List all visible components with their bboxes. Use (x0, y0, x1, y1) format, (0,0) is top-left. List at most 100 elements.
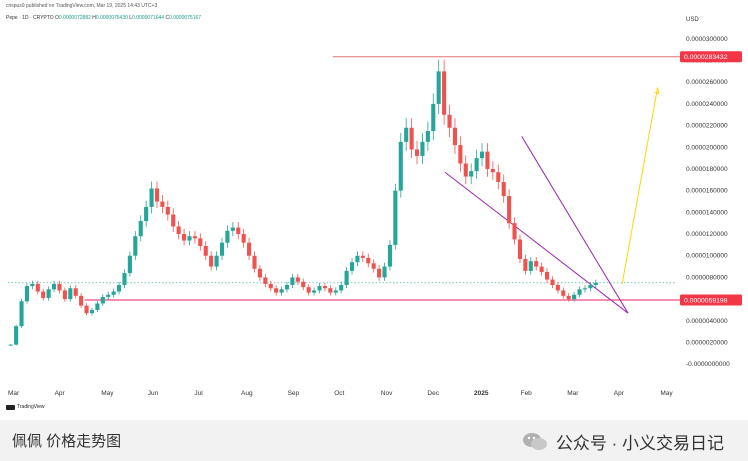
candle-body (371, 263, 376, 269)
candle-body (257, 268, 262, 278)
candle-body (209, 255, 214, 267)
candle-body (577, 289, 582, 295)
candle-body (512, 223, 517, 240)
x-tick-label: Apr (614, 390, 625, 397)
candle-body (138, 221, 143, 237)
candle-body (73, 288, 78, 296)
y-tick-label: 0.0000140000 (686, 209, 728, 216)
tradingview-logo[interactable]: TradingView (6, 404, 45, 410)
candle-body (322, 286, 327, 289)
candle-body (387, 244, 392, 267)
tradingview-label: TradingView (17, 404, 45, 410)
candle-body (79, 295, 84, 306)
wedge-lower-line (444, 171, 629, 314)
candle-body (398, 141, 403, 191)
candle-body (447, 114, 452, 128)
candle-body (458, 145, 463, 164)
candle-body (8, 344, 13, 346)
candle-body (561, 290, 566, 296)
candle-body (203, 245, 208, 256)
candle-body (274, 288, 279, 293)
projection-arrow-head (654, 87, 660, 95)
candle-body (198, 238, 203, 246)
candle-body (144, 206, 149, 222)
x-tick-label: Oct (334, 390, 344, 397)
axes: USD0.00003000000.00002800000.00002600000… (8, 17, 730, 397)
candle-body (182, 234, 187, 241)
candle-body (14, 326, 19, 345)
candle-body (442, 71, 447, 115)
candle-body (100, 296, 105, 304)
candle-body (550, 279, 555, 285)
candle-body (479, 151, 485, 159)
candle-body (127, 255, 132, 274)
y-tick-label: 0.0000180000 (686, 166, 728, 173)
wedge-upper-line (521, 136, 629, 314)
candle-body (588, 284, 593, 289)
price-chart[interactable]: USD0.00003000000.00002800000.00002600000… (0, 0, 748, 420)
candle-body (279, 289, 284, 293)
candle-body (431, 103, 436, 132)
footer-title: 佩佩 价格走势图 (12, 433, 122, 450)
y-tick-label: 0.0000080000 (686, 274, 728, 281)
x-tick-label: Feb (521, 390, 533, 397)
candle-body (523, 258, 528, 271)
candle-body (333, 290, 338, 293)
candle-body (247, 242, 252, 256)
price-bars (8, 59, 598, 346)
y-tick-label: 0.0000040000 (686, 318, 728, 325)
candle-body (339, 284, 344, 291)
candle-body (582, 288, 588, 290)
x-tick-label: May (660, 390, 673, 397)
candle-body (485, 151, 490, 169)
candle-body (117, 284, 122, 292)
wechat-icon (522, 432, 547, 450)
y-tick-label: 0.0000200000 (686, 144, 728, 151)
candle-body (19, 301, 24, 327)
price-badge-label: 0.0000059198 (684, 297, 728, 304)
candle-body (555, 284, 560, 291)
candle-body (469, 171, 474, 177)
candle-body (528, 261, 533, 271)
currency-label: USD (686, 17, 699, 23)
candle-body (420, 141, 425, 156)
x-tick-label: May (101, 390, 114, 397)
candle-body (51, 283, 57, 290)
footer-bar: 佩佩 价格走势图 公众号 · 小义交易日记 (0, 420, 748, 461)
candle-body (225, 230, 230, 243)
price-badge (680, 294, 742, 306)
candle-body (268, 283, 273, 289)
candle-body (230, 227, 235, 231)
high-value: 0.0000075430 (95, 15, 128, 21)
candle-body (236, 227, 241, 235)
y-tick-label: 0.0000300000 (686, 36, 728, 43)
candle-body (165, 206, 170, 215)
high-label: H (92, 15, 96, 21)
candle-body (544, 271, 550, 280)
candle-body (160, 201, 165, 207)
candle-body (344, 270, 349, 285)
candle-body (349, 262, 355, 271)
candle-body (41, 291, 46, 299)
candle-body (593, 282, 598, 285)
candle-body (62, 290, 67, 300)
candle-body (409, 127, 414, 150)
candle-body (306, 287, 311, 293)
candle-body (295, 277, 300, 282)
close-value: 0.0000075167 (169, 15, 202, 21)
y-tick-label: 0.0000220000 (686, 123, 728, 130)
low-value: 0.0000071644 (132, 15, 165, 21)
y-tick-label: 0.0000240000 (686, 101, 728, 108)
candle-body (436, 71, 441, 104)
candle-body (566, 295, 571, 300)
candle-body (84, 305, 89, 314)
candle-body (263, 277, 268, 284)
candle-body (89, 309, 95, 314)
footer-account: 公众号 · 小义交易日记 (555, 434, 724, 453)
candle-body (328, 288, 333, 293)
candle-body (68, 288, 73, 300)
x-tick-label: 2025 (474, 390, 489, 397)
candle-body (317, 286, 322, 291)
candle-body (46, 289, 51, 299)
candle-body (501, 181, 506, 197)
